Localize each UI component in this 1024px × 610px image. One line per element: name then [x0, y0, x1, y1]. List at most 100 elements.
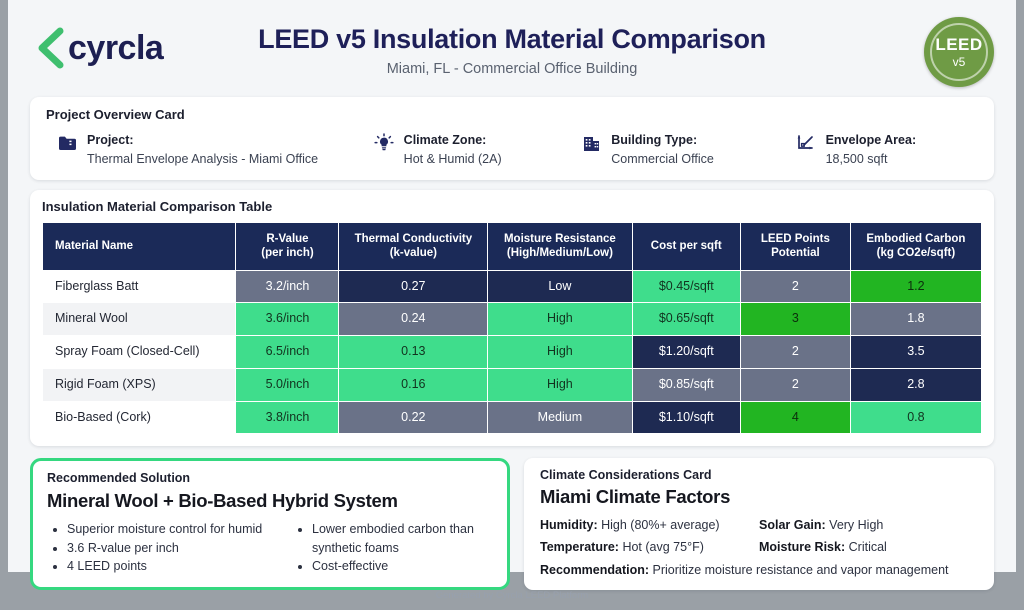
- comparison-table-card: Insulation Material Comparison Table Mat…: [30, 189, 994, 447]
- climate-facts-grid: Humidity: High (80%+ average) Temperatur…: [540, 515, 978, 559]
- climate-recommendation: Recommendation: Prioritize moisture resi…: [540, 563, 978, 577]
- table-cell: 1.2: [850, 270, 981, 303]
- brand-logo[interactable]: cyrcla: [34, 26, 164, 70]
- project-overview-card: Project Overview Card Project: Thermal E…: [30, 97, 994, 180]
- table-row: Bio-Based (Cork) 3.8/inch 0.22 Medium $1.10/…: [43, 401, 981, 434]
- page-root: cyrcla LEED v5 Insulation Material Compa…: [8, 0, 1016, 601]
- chevron-left-icon: [34, 26, 64, 70]
- recommendation-bullet: Cost-effective: [312, 557, 492, 575]
- overview-kicker: Project Overview Card: [46, 107, 185, 122]
- climate-title: Miami Climate Factors: [540, 486, 731, 508]
- climate-fact-label: Moisture Risk:: [759, 540, 846, 555]
- table-cell: 0.16: [339, 368, 488, 401]
- table-cell: 0.13: [339, 336, 488, 368]
- climate-fact-value: Critical: [848, 540, 887, 555]
- table-header-cell: Cost per sqft: [632, 222, 740, 270]
- overview-item-building-type: Building Type: Commercial Office: [580, 131, 794, 168]
- page-subtitle: Miami, FL - Commercial Office Building: [386, 61, 638, 77]
- climate-kicker: Climate Considerations Card: [540, 468, 712, 483]
- overview-label: Project:: [87, 133, 134, 147]
- table-cell: 3.5: [850, 336, 981, 368]
- table-header-cell: Material Name: [43, 222, 236, 270]
- bottom-row: Recommended Solution Mineral Wool + Bio-…: [30, 458, 994, 590]
- overview-item-project: Project: Thermal Envelope Analysis - Mia…: [46, 131, 373, 168]
- table-cell: Medium: [488, 401, 632, 434]
- climate-fact: Moisture Risk: Critical: [759, 537, 978, 559]
- climate-recommendation-value: Prioritize moisture resistance and vapor…: [652, 563, 949, 578]
- table-cell-material: Fiberglass Batt: [43, 270, 236, 303]
- table-kicker: Insulation Material Comparison Table: [42, 198, 273, 214]
- brand-name: cyrcla: [68, 28, 164, 67]
- table-cell: 2: [740, 270, 850, 303]
- overview-value: Thermal Envelope Analysis - Miami Office: [87, 152, 319, 166]
- recommendation-title: Mineral Wool + Bio-Based Hybrid System: [47, 490, 398, 512]
- climate-facts-right: Solar Gain: Very High Moisture Risk: Cri…: [759, 515, 978, 559]
- climate-fact-label: Temperature:: [540, 540, 619, 555]
- table-header-cell: LEED Points Potential: [740, 222, 850, 270]
- climate-fact: Solar Gain: Very High: [759, 515, 978, 537]
- overview-item-text: Building Type: Commercial Office: [611, 131, 714, 168]
- table-row: Rigid Foam (XPS) 5.0/inch 0.16 High $0.85/sq…: [43, 368, 981, 401]
- recommendation-bullet: 3.6 R-value per inch: [67, 539, 292, 557]
- page-header: cyrcla LEED v5 Insulation Material Compa…: [8, 0, 1016, 97]
- table-header-cell: Thermal Conductivity (k-value): [339, 222, 488, 270]
- overview-label: Envelope Area:: [825, 133, 917, 147]
- footer-text: Generated by Cyrcla LEED Platform: [435, 589, 589, 601]
- recommended-solution-card: Recommended Solution Mineral Wool + Bio-…: [30, 458, 510, 590]
- table-cell: $0.85/sqft: [632, 368, 740, 401]
- building-icon: [580, 131, 602, 155]
- recommendation-bullets-right: Lower embodied carbon than synthetic foa…: [292, 520, 492, 574]
- title-block: LEED v5 Insulation Material Comparison M…: [8, 20, 1016, 77]
- table-row: Fiberglass Batt 3.2/inch 0.27 Low $0.45/sqft…: [43, 270, 981, 303]
- climate-fact-value: Hot (avg 75°F): [622, 540, 704, 555]
- overview-grid: Project: Thermal Envelope Analysis - Mia…: [46, 131, 978, 168]
- climate-considerations-card: Climate Considerations Card Miami Climat…: [524, 458, 994, 590]
- climate-fact: Temperature: Hot (avg 75°F): [540, 537, 759, 559]
- table-cell: 2: [740, 336, 850, 368]
- overview-value: Commercial Office: [611, 152, 714, 166]
- leed-badge: LEED v5: [924, 17, 994, 87]
- table-head: Material Name R-Value (per inch) Thermal Co…: [43, 222, 981, 270]
- recommendation-bullets-left: Superior moisture control for humid3.6 R…: [47, 520, 292, 574]
- table-cell: 0.27: [339, 270, 488, 303]
- table-header-cell: Embodied Carbon (kg CO2e/sqft): [850, 222, 981, 270]
- table-cell: $1.10/sqft: [632, 401, 740, 434]
- table-header-cell: Moisture Resistance (High/Medium/Low): [488, 222, 632, 270]
- table-header-row: Material Name R-Value (per inch) Thermal Co…: [43, 222, 981, 270]
- insulation-comparison-table: Material Name R-Value (per inch) Thermal Co…: [42, 222, 982, 435]
- table-cell: 2: [740, 368, 850, 401]
- table-cell: High: [488, 336, 632, 368]
- climate-fact-label: Humidity:: [540, 518, 598, 533]
- table-cell: High: [488, 368, 632, 401]
- table-cell: $1.20/sqft: [632, 336, 740, 368]
- table-cell-material: Mineral Wool: [43, 303, 236, 336]
- overview-value: 18,500 sqft: [825, 152, 888, 166]
- overview-value: Hot & Humid (2A): [403, 152, 502, 166]
- table-cell: 2.8: [850, 368, 981, 401]
- table-cell: 3.2/inch: [236, 270, 339, 303]
- axis-chart-icon: [795, 131, 817, 155]
- overview-item-envelope-area: Envelope Area: 18,500 sqft: [795, 131, 978, 168]
- table-cell: 5.0/inch: [236, 368, 339, 401]
- overview-item-climate-zone: Climate Zone: Hot & Humid (2A): [373, 131, 581, 168]
- lightbulb-icon: [373, 131, 395, 155]
- table-cell: 6.5/inch: [236, 336, 339, 368]
- recommendation-bullet: Lower embodied carbon than synthetic foa…: [312, 520, 492, 556]
- climate-facts-left: Humidity: High (80%+ average) Temperatur…: [540, 515, 759, 559]
- table-row: Mineral Wool 3.6/inch 0.24 High $0.65/sqft 3 1…: [43, 303, 981, 336]
- table-body: Fiberglass Batt 3.2/inch 0.27 Low $0.45/sqft…: [43, 270, 981, 434]
- climate-fact-value: High (80%+ average): [601, 518, 720, 533]
- table-cell: 4: [740, 401, 850, 434]
- table-cell-material: Bio-Based (Cork): [43, 401, 236, 434]
- recommendation-bullet: 4 LEED points: [67, 557, 292, 575]
- folder-icon: [56, 131, 78, 155]
- climate-recommendation-label: Recommendation:: [540, 563, 650, 578]
- recommendation-kicker: Recommended Solution: [47, 471, 191, 486]
- recommendation-bullets: Superior moisture control for humid3.6 R…: [47, 520, 493, 574]
- climate-fact-label: Solar Gain:: [759, 518, 826, 533]
- table-cell: High: [488, 303, 632, 336]
- overview-item-text: Project: Thermal Envelope Analysis - Mia…: [87, 131, 318, 168]
- table-cell: 3.6/inch: [236, 303, 339, 336]
- table-cell: 1.8: [850, 303, 981, 336]
- overview-item-text: Envelope Area: 18,500 sqft: [826, 131, 917, 168]
